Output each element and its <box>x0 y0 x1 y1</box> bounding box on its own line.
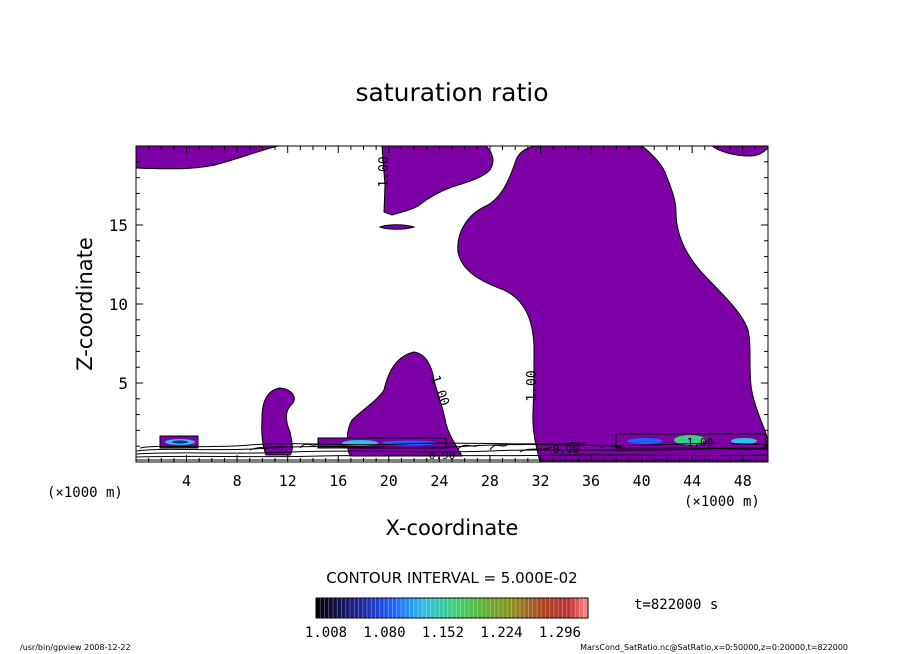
colorbar-tick-label: 1.296 <box>539 625 581 641</box>
colorbar <box>315 597 589 619</box>
contour-label-3: 1.00 <box>525 370 540 401</box>
x-axis-title: X-coordinate <box>386 516 519 540</box>
x-tick-label: 4 <box>182 472 191 490</box>
y-tick-label: 5 <box>118 374 128 393</box>
region-top-right <box>711 146 768 157</box>
x-tick-label: 16 <box>329 472 347 490</box>
colorbar-tick-label: 1.008 <box>305 625 347 641</box>
region-top-left <box>136 146 279 170</box>
highlight-48 <box>731 438 757 444</box>
footer-left: /usr/bin/gpview 2008-12-22 <box>20 643 131 652</box>
x-axis: 4 8 12 16 20 24 28 32 36 40 44 48 <box>135 146 769 490</box>
colorbar-tick-label: 1.224 <box>480 625 522 641</box>
region-lens <box>378 224 416 230</box>
region-lobe-12 <box>261 387 295 456</box>
contour-label-4: 0.90 <box>429 449 456 462</box>
x-tick-label: 44 <box>683 472 701 490</box>
x-tick-label: 48 <box>734 472 752 490</box>
contour-label-6: 1.00 <box>687 436 714 449</box>
supersaturated-regions <box>136 146 768 462</box>
y-unit-label: (×1000 m) <box>47 485 123 501</box>
footer-right: MarsCond_SatRatio.nc@SatRatio,x=0:50000,… <box>580 643 848 652</box>
colorbar-ticks: 1.008 1.080 1.152 1.224 1.296 <box>305 625 581 641</box>
y-axis-title: Z-coordinate <box>73 237 97 371</box>
x-tick-label: 36 <box>582 472 600 490</box>
y-tick-label: 10 <box>109 295 128 314</box>
x-tick-label: 8 <box>233 472 242 490</box>
region-lobe-20 <box>346 351 463 457</box>
x-unit-label: (×1000 m) <box>684 494 760 510</box>
colorbar-stripes <box>319 598 585 618</box>
chart-title: saturation ratio <box>355 78 548 107</box>
highlight-41 <box>627 438 663 444</box>
x-tick-label: 12 <box>279 472 297 490</box>
y-axis: 5 10 15 <box>109 145 768 463</box>
contour-label-5: 0.90 <box>553 443 580 456</box>
highlight-4-core <box>172 440 188 444</box>
x-tick-label: 20 <box>380 472 398 490</box>
x-tick-label: 24 <box>430 472 448 490</box>
colorbar-tick-label: 1.080 <box>363 625 405 641</box>
contour-interval-label: CONTOUR INTERVAL = 5.000E-02 <box>326 569 577 587</box>
y-tick-label: 15 <box>109 216 128 235</box>
colorbar-tick-label: 1.152 <box>422 625 464 641</box>
region-top-middle <box>381 146 494 216</box>
time-label: t=822000 s <box>634 597 718 613</box>
x-tick-label: 28 <box>481 472 499 490</box>
contour-label-1: 1.00 <box>377 156 392 187</box>
highlight-44-core <box>683 438 697 442</box>
x-tick-label: 32 <box>531 472 549 490</box>
x-tick-label: 40 <box>633 472 651 490</box>
region-plume <box>457 146 768 462</box>
